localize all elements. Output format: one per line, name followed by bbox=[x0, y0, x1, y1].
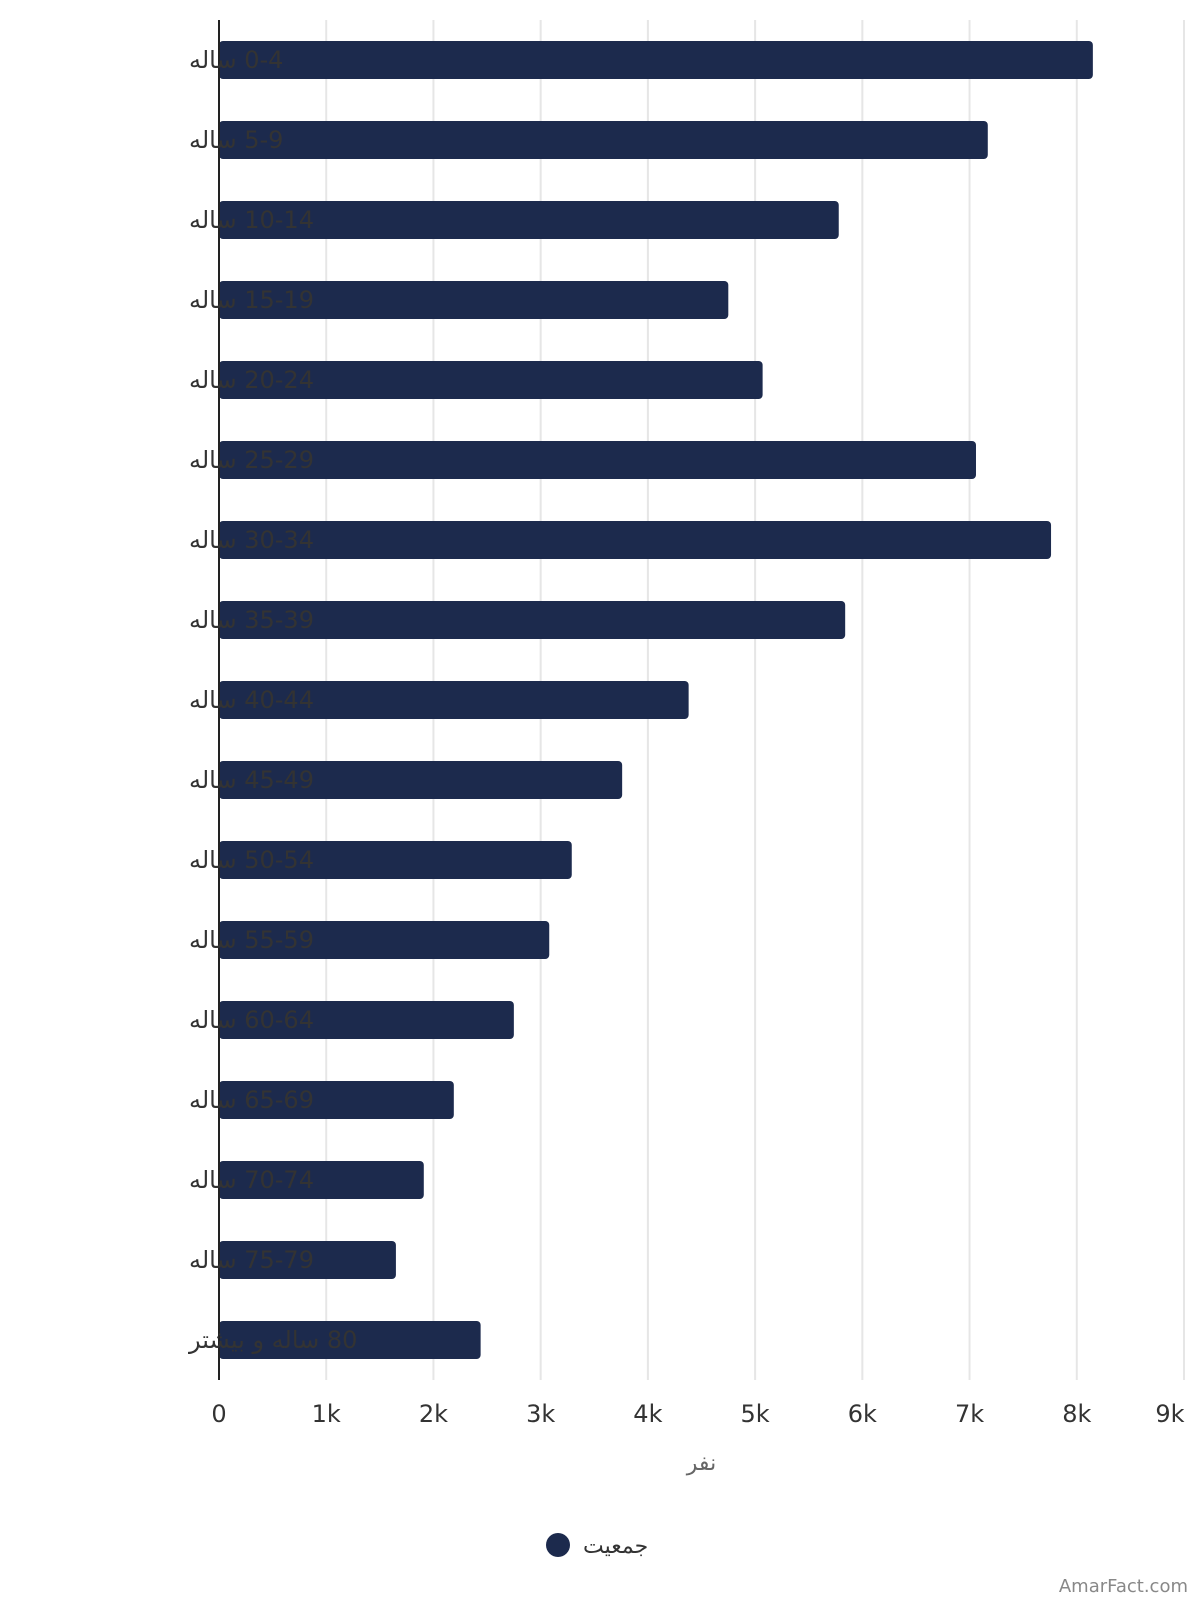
legend-swatch bbox=[546, 1533, 570, 1557]
legend-label: جمعیت bbox=[583, 1534, 648, 1559]
category-label-15: 75-79 ساله bbox=[189, 1246, 314, 1274]
x-tick-label-1: 1k bbox=[312, 1400, 341, 1428]
bar-0[interactable] bbox=[219, 41, 1093, 79]
category-label-13: 65-69 ساله bbox=[189, 1086, 314, 1114]
category-label-1: 5-9 ساله bbox=[189, 126, 283, 154]
bar-13[interactable] bbox=[219, 1081, 454, 1119]
bars bbox=[219, 41, 1093, 1359]
x-tick-label-7: 7k bbox=[955, 1400, 984, 1428]
gridlines bbox=[325, 20, 1185, 1380]
x-tick-labels: 0 1k 2k 3k 4k 5k 6k 7k 8k 9k bbox=[211, 1400, 1184, 1428]
category-label-8: 40-44 ساله bbox=[189, 686, 314, 714]
bar-10[interactable] bbox=[219, 841, 572, 879]
category-labels: 0-4 ساله 5-9 ساله 10-14 ساله 15-19 ساله 20-2… bbox=[188, 46, 357, 1354]
x-tick-label-2: 2k bbox=[419, 1400, 448, 1428]
category-label-7: 35-39 ساله bbox=[189, 606, 314, 634]
x-axis-title: نفر bbox=[686, 1451, 716, 1476]
bar-1[interactable] bbox=[219, 121, 988, 159]
category-label-3: 15-19 ساله bbox=[189, 286, 314, 314]
category-label-14: 70-74 ساله bbox=[189, 1166, 314, 1194]
x-tick-label-4: 4k bbox=[633, 1400, 662, 1428]
bar-7[interactable] bbox=[219, 601, 846, 639]
bar-12[interactable] bbox=[219, 1001, 514, 1039]
watermark: AmarFact.com bbox=[1059, 1576, 1188, 1597]
x-tick-label-8: 8k bbox=[1062, 1400, 1091, 1428]
bar-14[interactable] bbox=[219, 1161, 424, 1199]
bar-3[interactable] bbox=[219, 281, 729, 319]
legend[interactable]: جمعیت bbox=[546, 1533, 648, 1559]
bar-5[interactable] bbox=[219, 441, 976, 479]
x-tick-label-9: 9k bbox=[1155, 1400, 1184, 1428]
category-label-16: 80 ساله و بیشتر bbox=[188, 1326, 357, 1354]
bar-8[interactable] bbox=[219, 681, 689, 719]
bar-6[interactable] bbox=[219, 521, 1052, 559]
category-label-11: 55-59 ساله bbox=[189, 926, 314, 954]
x-tick-label-3: 3k bbox=[526, 1400, 555, 1428]
bar-4[interactable] bbox=[219, 361, 763, 399]
bar-11[interactable] bbox=[219, 921, 550, 959]
category-label-0: 0-4 ساله bbox=[189, 46, 283, 74]
category-label-4: 20-24 ساله bbox=[189, 366, 314, 394]
x-tick-label-5: 5k bbox=[741, 1400, 770, 1428]
bar-16[interactable] bbox=[219, 1321, 481, 1359]
category-label-10: 50-54 ساله bbox=[189, 846, 314, 874]
bar-9[interactable] bbox=[219, 761, 623, 799]
x-tick-label-6: 6k bbox=[848, 1400, 877, 1428]
category-label-12: 60-64 ساله bbox=[189, 1006, 314, 1034]
category-label-9: 45-49 ساله bbox=[189, 766, 314, 794]
category-label-5: 25-29 ساله bbox=[189, 446, 314, 474]
category-label-2: 10-14 ساله bbox=[189, 206, 314, 234]
bar-15[interactable] bbox=[219, 1241, 396, 1279]
bar-2[interactable] bbox=[219, 201, 839, 239]
x-tick-label-0: 0 bbox=[211, 1400, 226, 1428]
category-label-6: 30-34 ساله bbox=[189, 526, 314, 554]
